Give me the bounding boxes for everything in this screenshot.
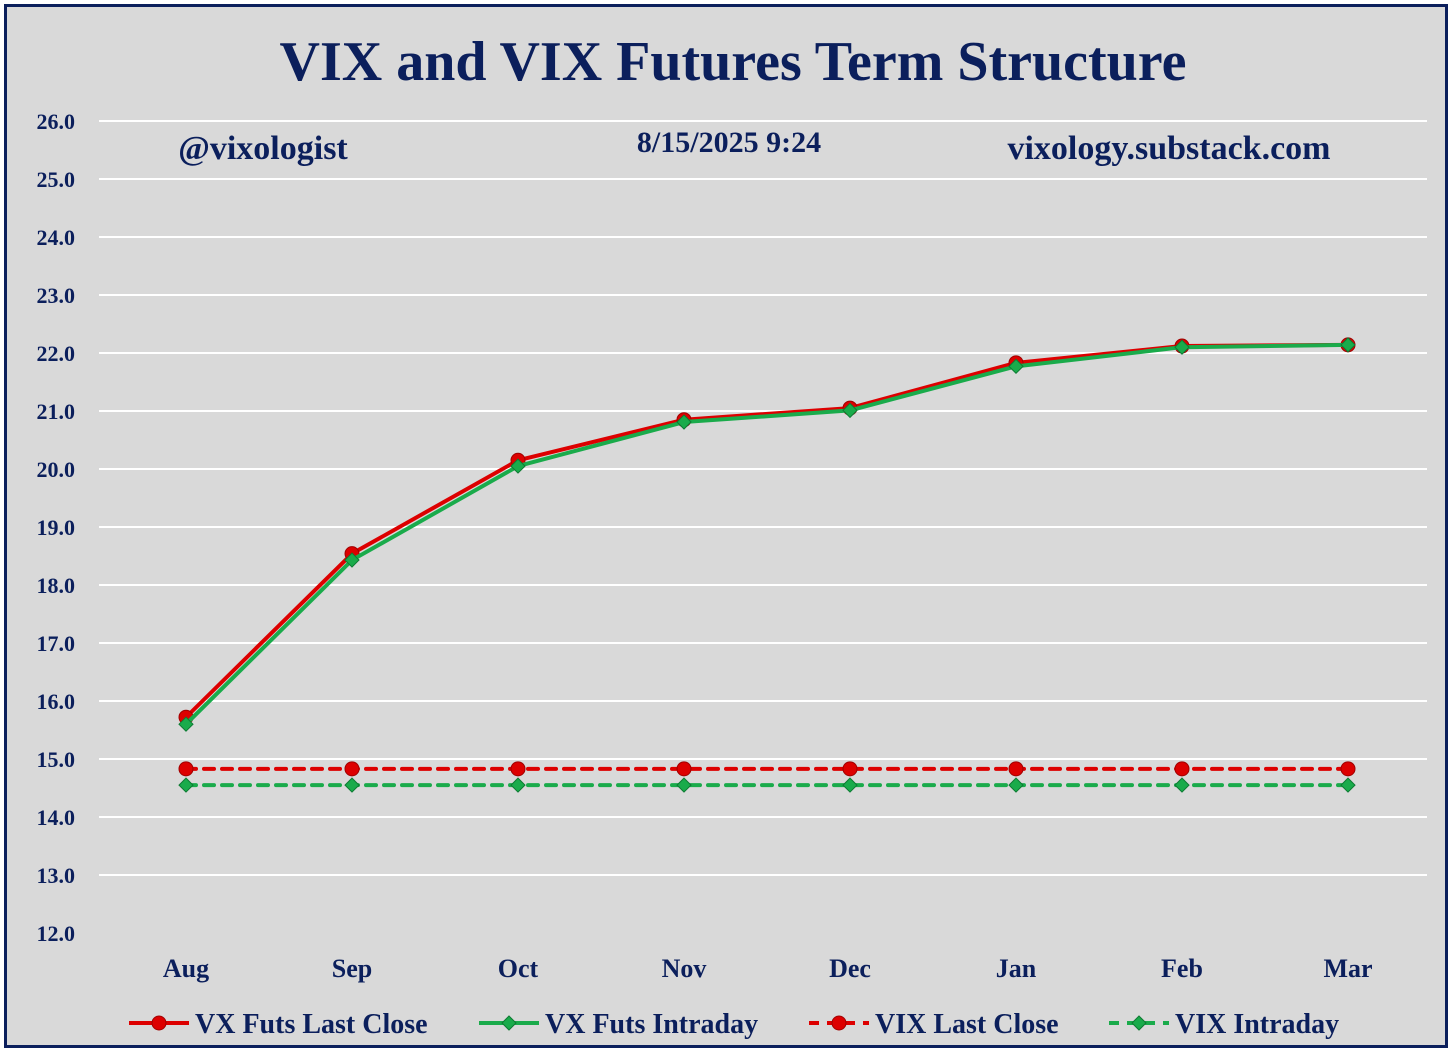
data-point (1008, 761, 1024, 777)
y-tick-label: 24.0 (37, 225, 76, 250)
y-tick-label: 20.0 (37, 457, 76, 482)
legend-item: VIX Intraday (1109, 1009, 1339, 1040)
data-point (676, 761, 692, 777)
legend-swatch-marker (1131, 1015, 1147, 1031)
x-tick-label: Oct (498, 954, 539, 983)
data-point (842, 777, 858, 793)
y-tick-label: 14.0 (37, 805, 76, 830)
data-point (510, 761, 526, 777)
grid-layer (99, 120, 1427, 876)
y-tick-label: 23.0 (37, 283, 76, 308)
x-tick-label: Feb (1161, 954, 1203, 983)
legend-item: VX Futs Last Close (129, 1009, 428, 1040)
series-line (184, 342, 1350, 727)
series-vix-last-close (178, 761, 1356, 777)
chart-title: VIX and VIX Futures Term Structure (280, 31, 1187, 93)
annotation-handle: @vixologist (178, 130, 348, 167)
data-point (676, 777, 692, 793)
data-point (1008, 358, 1024, 375)
y-tick-label: 19.0 (37, 515, 76, 540)
x-tick-label: Dec (829, 954, 871, 983)
y-axis: 12.0 13.0 14.0 15.0 16.0 17.0 18.0 19.0 20.0 21.0… (37, 109, 76, 946)
legend-item: VIX Last Close (809, 1009, 1059, 1040)
x-tick-label: Mar (1323, 954, 1372, 983)
y-tick-label: 13.0 (37, 863, 76, 888)
y-tick-label: 25.0 (37, 167, 76, 192)
y-tick-label: 15.0 (37, 747, 76, 772)
y-tick-label: 18.0 (37, 573, 76, 598)
data-point (510, 777, 526, 793)
legend: VX Futs Last Close VX Futs Intraday VIX La… (129, 1009, 1339, 1040)
x-axis: Aug Sep Oct Nov Dec Jan Feb Mar (163, 954, 1373, 983)
data-point (1340, 337, 1356, 353)
chart-frame: VIX and VIX Futures Term Structure @vixo… (4, 4, 1448, 1048)
series-vx-futs-last-close (178, 337, 1356, 725)
legend-swatch-marker (831, 1015, 847, 1031)
x-tick-label: Aug (163, 954, 209, 983)
series-vix-intraday (178, 777, 1356, 793)
data-point (1174, 761, 1190, 777)
data-point (344, 761, 360, 777)
data-point (510, 458, 526, 474)
y-tick-label: 16.0 (37, 689, 76, 714)
data-point (1340, 761, 1356, 777)
data-point (1174, 339, 1190, 355)
y-tick-label: 21.0 (37, 399, 76, 424)
series-layer (178, 337, 1356, 793)
data-point (344, 777, 360, 793)
data-point (178, 716, 194, 732)
annotation-timestamp: 8/15/2025 9:24 (637, 126, 821, 159)
x-tick-label: Jan (996, 954, 1037, 983)
data-point (1174, 777, 1190, 793)
legend-item: VX Futs Intraday (479, 1009, 758, 1040)
data-point (178, 777, 194, 793)
series-line (184, 342, 1350, 720)
y-tick-label: 12.0 (37, 921, 76, 946)
legend-swatch-marker (151, 1015, 167, 1031)
data-point (178, 761, 194, 777)
legend-label: VX Futs Last Close (195, 1009, 428, 1040)
data-point (344, 552, 360, 568)
y-tick-label: 17.0 (37, 631, 76, 656)
legend-swatch-marker (501, 1015, 517, 1031)
legend-label: VIX Intraday (1175, 1009, 1339, 1040)
annotation-website: vixology.substack.com (1007, 130, 1330, 167)
data-point (1340, 777, 1356, 793)
data-point (842, 761, 858, 777)
chart-svg: VIX and VIX Futures Term Structure @vixo… (37, 31, 1427, 1040)
y-tick-label: 22.0 (37, 341, 76, 366)
y-tick-label: 26.0 (37, 109, 76, 134)
x-tick-label: Sep (332, 954, 372, 983)
legend-label: VIX Last Close (875, 1009, 1059, 1040)
series-vx-futs-intraday (178, 337, 1356, 732)
data-point (1008, 777, 1024, 793)
legend-label: VX Futs Intraday (545, 1009, 758, 1040)
data-point (676, 414, 692, 430)
x-tick-label: Nov (662, 954, 707, 983)
data-point (842, 402, 858, 419)
